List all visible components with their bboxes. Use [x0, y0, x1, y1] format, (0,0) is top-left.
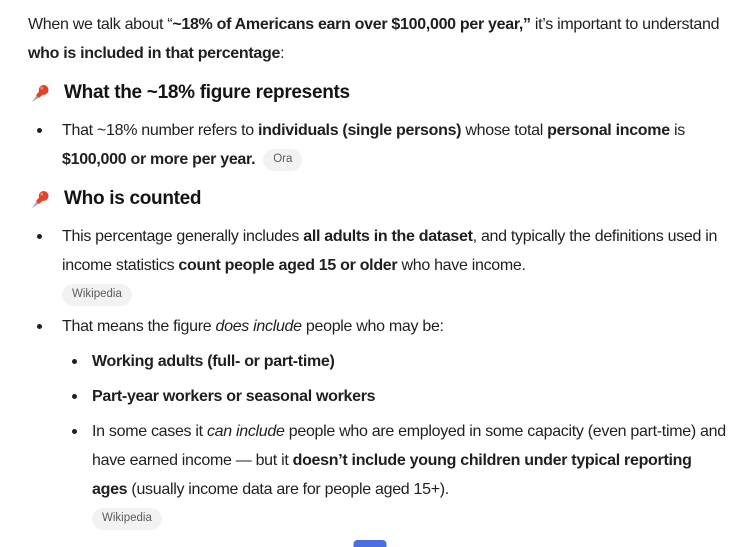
text-segment-bold: ~18% of Americans earn over $100,000 per…: [172, 16, 531, 33]
citation-row: Wikipedia: [92, 508, 729, 530]
text-segment: That ~18% number refers to: [62, 122, 259, 139]
pushpin-icon: [30, 189, 51, 210]
text-segment: That means the figure: [62, 318, 216, 335]
text-segment-bold: personal income: [547, 122, 670, 139]
text-segment-bold: $100,000 or more per year.: [62, 151, 256, 168]
text-segment-italic: can include: [206, 423, 285, 440]
text-segment-bold: Part-year workers or seasonal workers: [92, 388, 376, 405]
text-segment: people who may be:: [301, 318, 444, 335]
intro-paragraph: When we talk about “~18% of Americans ea…: [28, 10, 729, 68]
text-segment-bold: doesn’t include young children under typ…: [92, 452, 692, 498]
section-heading: What the ~18% figure represents: [64, 82, 350, 103]
text-segment: people who are employed in some capacity…: [92, 423, 726, 469]
text-segment: When we talk about “: [28, 16, 173, 33]
list-item: In some cases it can include people who …: [62, 417, 729, 530]
text-segment-bold: individuals (single persons): [258, 122, 462, 139]
text-segment: This percentage generally includes: [62, 228, 304, 245]
nested-list: Working adults (full- or part-time) Part…: [62, 347, 729, 530]
text-segment-bold: count people aged 15 or older: [178, 257, 398, 274]
text-segment: who have income.: [397, 257, 526, 274]
section2-heading-row: Who is counted: [30, 188, 729, 210]
list-item: That ~18% number refers to individuals (…: [28, 116, 729, 174]
text-segment: , and typically the definitions used in …: [62, 228, 718, 274]
list-item: This percentage generally includes all a…: [28, 222, 729, 306]
text-segment: (usually income data are for people aged…: [127, 481, 449, 498]
text-segment-bold: all adults in the dataset: [303, 228, 473, 245]
text-segment: is: [669, 122, 685, 139]
list-item: Part-year workers or seasonal workers: [62, 382, 729, 411]
citation-row: Wikipedia: [62, 284, 729, 306]
text-segment-bold: Working adults (full- or part-time): [92, 353, 335, 370]
list-item: Working adults (full- or part-time): [62, 347, 729, 376]
section1-heading-row: What the ~18% figure represents: [30, 82, 729, 104]
citation-badge-ora[interactable]: Ora: [263, 149, 303, 171]
text-segment: whose total: [461, 122, 548, 139]
section2-list: This percentage generally includes all a…: [28, 222, 729, 530]
scroll-anchor-button-partial[interactable]: [353, 540, 386, 547]
citation-badge-wikipedia[interactable]: Wikipedia: [92, 508, 162, 530]
list-item: That means the figure does include peopl…: [28, 312, 729, 530]
text-segment: it’s important to understand: [530, 16, 720, 33]
text-segment-italic: does include: [215, 318, 303, 335]
pushpin-icon: [30, 83, 51, 104]
chat-message: When we talk about “~18% of Americans ea…: [28, 10, 729, 530]
section-heading: Who is counted: [64, 188, 202, 209]
section1-list: That ~18% number refers to individuals (…: [28, 116, 729, 174]
citation-badge-wikipedia[interactable]: Wikipedia: [62, 284, 132, 306]
text-segment-bold: who is included in that percentage: [28, 45, 281, 62]
text-segment: In some cases it: [92, 423, 207, 440]
text-segment: :: [280, 45, 285, 62]
